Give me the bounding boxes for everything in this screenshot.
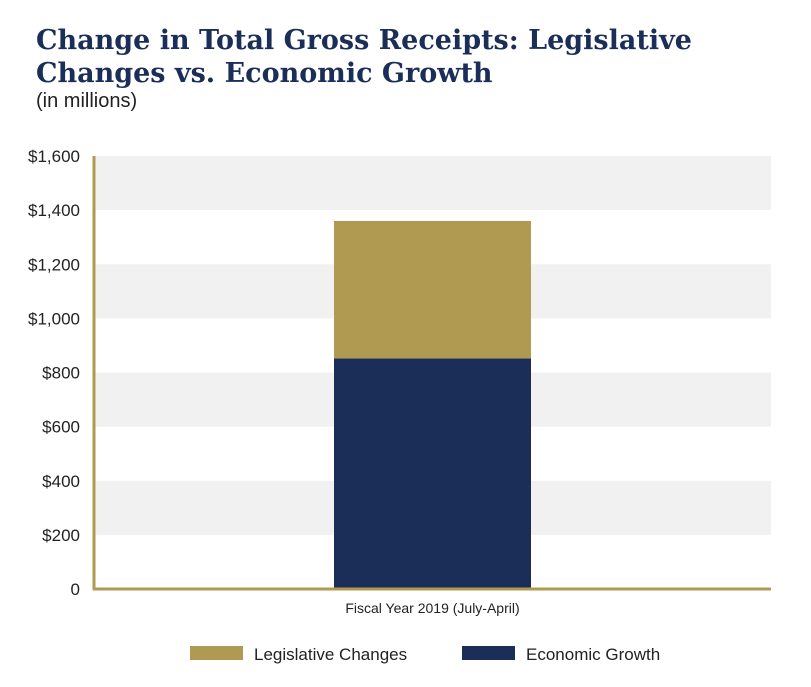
y-tick-label: $1,200 [28,255,80,274]
bars [334,220,531,589]
y-tick-label: $1,000 [28,309,80,328]
legend-label: Economic Growth [526,645,660,664]
y-axis-tick-labels: 0 $200 $400 $600 $800 $1,000 $1,200 $1,400 $1,60… [28,147,80,599]
legend-swatch [462,646,515,660]
x-category-label: Fiscal Year 2019 (July-April) [345,600,519,616]
legend-swatch [190,646,243,660]
y-tick-label: $200 [42,526,80,545]
y-tick-label: $400 [42,472,80,491]
y-tick-label: 0 [71,580,80,599]
bar-segment-economic-growth [334,358,531,589]
chart-title: Change in Total Gross Receipts: Legislat… [36,25,692,89]
y-tick-label: $800 [42,364,80,383]
legend-label: Legislative Changes [254,645,407,664]
grid-band [94,156,771,211]
bar-segment-legislative-changes [334,220,531,359]
chart-subtitle: (in millions) [36,90,138,112]
y-tick-label: $600 [42,418,80,437]
y-tick-label: $1,400 [28,201,80,220]
x-axis-category-labels: Fiscal Year 2019 (July-April) [345,600,519,616]
legend: Legislative Changes Economic Growth [190,645,660,664]
y-tick-label: $1,600 [28,147,80,166]
